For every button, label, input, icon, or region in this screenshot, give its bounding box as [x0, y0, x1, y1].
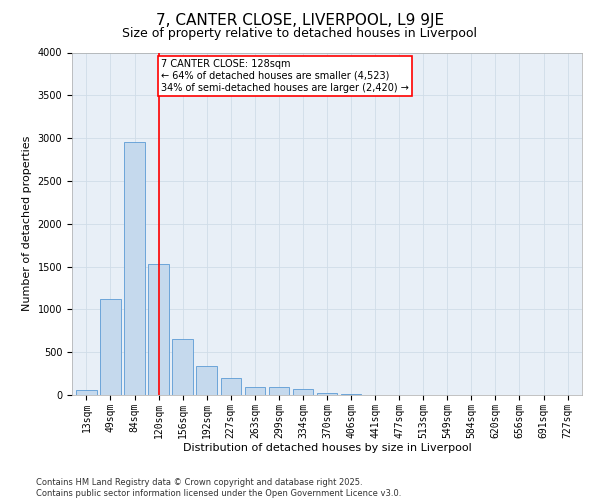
- Bar: [172, 340, 193, 395]
- Bar: [221, 378, 241, 395]
- Bar: [100, 299, 121, 395]
- Text: 7 CANTER CLOSE: 128sqm
← 64% of detached houses are smaller (4,523)
34% of semi-: 7 CANTER CLOSE: 128sqm ← 64% of detached…: [161, 60, 409, 92]
- Bar: [196, 366, 217, 395]
- Bar: [148, 264, 169, 395]
- Bar: [76, 390, 97, 395]
- Bar: [317, 394, 337, 395]
- X-axis label: Distribution of detached houses by size in Liverpool: Distribution of detached houses by size …: [182, 444, 472, 454]
- Bar: [341, 394, 361, 395]
- Y-axis label: Number of detached properties: Number of detached properties: [22, 136, 32, 312]
- Text: Size of property relative to detached houses in Liverpool: Size of property relative to detached ho…: [122, 28, 478, 40]
- Text: Contains HM Land Registry data © Crown copyright and database right 2025.
Contai: Contains HM Land Registry data © Crown c…: [36, 478, 401, 498]
- Bar: [124, 142, 145, 395]
- Bar: [293, 390, 313, 395]
- Bar: [269, 388, 289, 395]
- Text: 7, CANTER CLOSE, LIVERPOOL, L9 9JE: 7, CANTER CLOSE, LIVERPOOL, L9 9JE: [156, 12, 444, 28]
- Bar: [245, 387, 265, 395]
